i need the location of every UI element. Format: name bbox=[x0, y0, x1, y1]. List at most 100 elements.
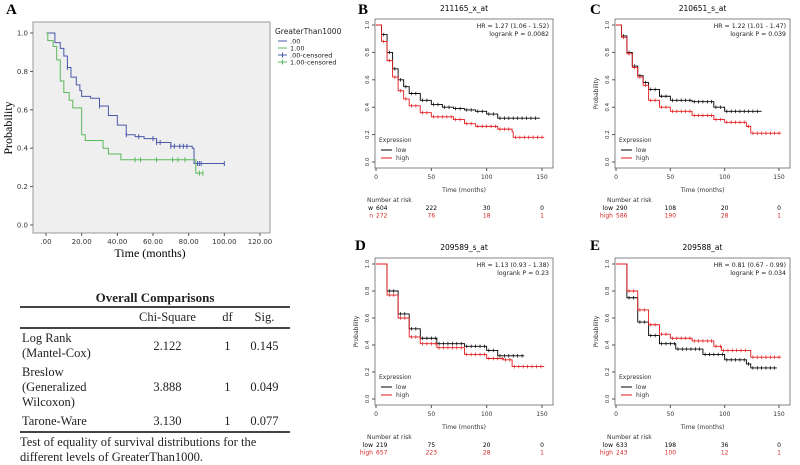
logrank-p-b: logrank P = 0.0082 bbox=[489, 31, 549, 38]
x-tick-label: .00 bbox=[40, 238, 51, 246]
risk-value: 30 bbox=[483, 205, 491, 212]
risk-value: 36 bbox=[721, 442, 729, 449]
col-header: Sig. bbox=[238, 306, 290, 329]
risk-row-label: w bbox=[368, 205, 373, 212]
legend-title: GreaterThan1000 bbox=[275, 27, 342, 36]
x-tick-label: 150 bbox=[773, 174, 785, 181]
panel-label-e: E bbox=[590, 238, 601, 254]
y-tick-label: 0.2 bbox=[365, 130, 371, 139]
y-tick-label: 0.8 bbox=[365, 286, 371, 295]
x-axis-label-b: Time (months) bbox=[441, 187, 486, 194]
risk-value: 0 bbox=[777, 205, 781, 212]
y-tick-label: 0.2 bbox=[365, 368, 371, 377]
table-row: Tarone-Ware 3.130 1 0.077 bbox=[20, 412, 290, 433]
legend-title-b: Expression bbox=[379, 137, 412, 144]
x-tick-label: 0 bbox=[374, 411, 378, 418]
legend-entry: low bbox=[396, 384, 406, 391]
cell: 0.145 bbox=[250, 338, 279, 353]
x-tick-label: 120.00 bbox=[248, 238, 273, 246]
x-axis-label-d: Time (months) bbox=[441, 424, 486, 431]
y-tick-label: 0.2 bbox=[605, 130, 611, 139]
table-header-row: Chi-Square df Sig. bbox=[20, 306, 290, 329]
legend-title-d: Expression bbox=[379, 374, 412, 381]
km-curve-p00 bbox=[46, 32, 225, 165]
risk-value: 0 bbox=[540, 442, 544, 449]
x-tick-label: 20.00 bbox=[72, 238, 92, 246]
y-axis-label-c: Probability bbox=[593, 77, 600, 109]
risk-row-label: low bbox=[603, 205, 613, 212]
y-tick-label: 0.8 bbox=[605, 48, 611, 57]
risk-value: 18 bbox=[483, 213, 491, 220]
risk-value: 219 bbox=[376, 442, 388, 449]
legend-entry: high bbox=[396, 155, 409, 162]
y-tick-label: 1.0 bbox=[605, 259, 611, 268]
cell: 0.049 bbox=[250, 380, 279, 394]
y-axis-label: Probability bbox=[1, 101, 15, 154]
x-tick-label: 50 bbox=[667, 174, 675, 181]
risk-value: 657 bbox=[376, 450, 388, 457]
y-tick-label: 1.0 bbox=[365, 20, 371, 29]
y-tick-label: 0.8 bbox=[17, 68, 28, 76]
y-tick-label: 0.6 bbox=[605, 313, 611, 322]
risk-row-label: n bbox=[369, 213, 373, 220]
hazard-ratio-c: HR = 1.22 (1.01 - 1.47) bbox=[714, 23, 786, 30]
km-curve-1p00 bbox=[46, 32, 203, 174]
y-tick-label: 1.0 bbox=[605, 20, 611, 29]
y-tick-label: 0.8 bbox=[605, 286, 611, 295]
y-axis-label-e: Probability bbox=[593, 315, 600, 347]
x-tick-label: 50 bbox=[667, 411, 675, 418]
hazard-ratio-d: HR = 1.13 (0.93 - 1.38) bbox=[477, 262, 549, 269]
risk-value: 633 bbox=[616, 442, 628, 449]
hazard-ratio-e: HR = 0.81 (0.67 - 0.99) bbox=[714, 262, 786, 269]
risk-value: 222 bbox=[426, 205, 438, 212]
risk-row-label: high bbox=[360, 450, 373, 457]
panel-label-d: D bbox=[355, 238, 366, 254]
risk-value: 586 bbox=[616, 213, 628, 220]
risk-value: 190 bbox=[665, 213, 677, 220]
y-tick-label: 0.0 bbox=[17, 222, 28, 230]
y-axis-label-d: Probability bbox=[353, 315, 360, 347]
y-tick-label: 0.2 bbox=[17, 183, 28, 191]
legend-entry: 1.00-censored bbox=[290, 59, 337, 67]
legend-title-c: Expression bbox=[619, 137, 652, 144]
plot-area-b bbox=[374, 18, 554, 169]
y-tick-label: 0.8 bbox=[365, 48, 371, 57]
legend-entry: low bbox=[636, 147, 646, 154]
cell: 1 bbox=[215, 412, 239, 433]
risk-value: 272 bbox=[376, 213, 388, 220]
x-axis-label-c: Time (months) bbox=[680, 187, 725, 194]
plot-area-e bbox=[614, 257, 791, 406]
risk-value: 28 bbox=[721, 213, 729, 220]
y-tick-label: 0.4 bbox=[605, 340, 611, 349]
x-tick-label: 100 bbox=[719, 411, 731, 418]
km-curve-high-d bbox=[376, 263, 545, 368]
risk-value: 108 bbox=[665, 205, 677, 212]
risk-header-d: Number at risk bbox=[367, 434, 412, 441]
table-title: Overall Comparisons bbox=[95, 290, 215, 305]
cell: 1 bbox=[224, 380, 231, 394]
x-tick-label: 60.00 bbox=[143, 238, 163, 246]
risk-value: 75 bbox=[428, 442, 436, 449]
chart-title-c: 210651_s_at bbox=[679, 4, 727, 13]
x-tick-label: 100.00 bbox=[212, 238, 237, 246]
cell: 0.077 bbox=[238, 412, 290, 433]
risk-value: 1 bbox=[540, 450, 544, 457]
risk-row-label: high bbox=[600, 213, 613, 220]
legend-entry: 1.00 bbox=[290, 45, 304, 53]
y-tick-label: 0.0 bbox=[365, 394, 371, 403]
x-tick-label: 150 bbox=[536, 174, 548, 181]
y-tick-label: 0.4 bbox=[17, 145, 29, 153]
x-tick-label: 100 bbox=[719, 174, 731, 181]
logrank-p-c: logrank P = 0.039 bbox=[730, 31, 786, 38]
risk-value: 12 bbox=[721, 450, 729, 457]
col-header: Chi-Square bbox=[119, 306, 216, 329]
risk-value: 20 bbox=[483, 442, 491, 449]
x-tick-label: 50 bbox=[428, 411, 436, 418]
y-tick-label: 0.6 bbox=[605, 75, 611, 84]
legend-entry: .00-censored bbox=[290, 52, 332, 60]
risk-value: 1 bbox=[777, 450, 781, 457]
table-row: Breslow (Generalized Wilcoxon) 3.888 1 0… bbox=[20, 363, 290, 412]
plot-area-d bbox=[374, 257, 554, 406]
x-tick-label: 100 bbox=[481, 411, 493, 418]
risk-row-label: low bbox=[603, 442, 613, 449]
